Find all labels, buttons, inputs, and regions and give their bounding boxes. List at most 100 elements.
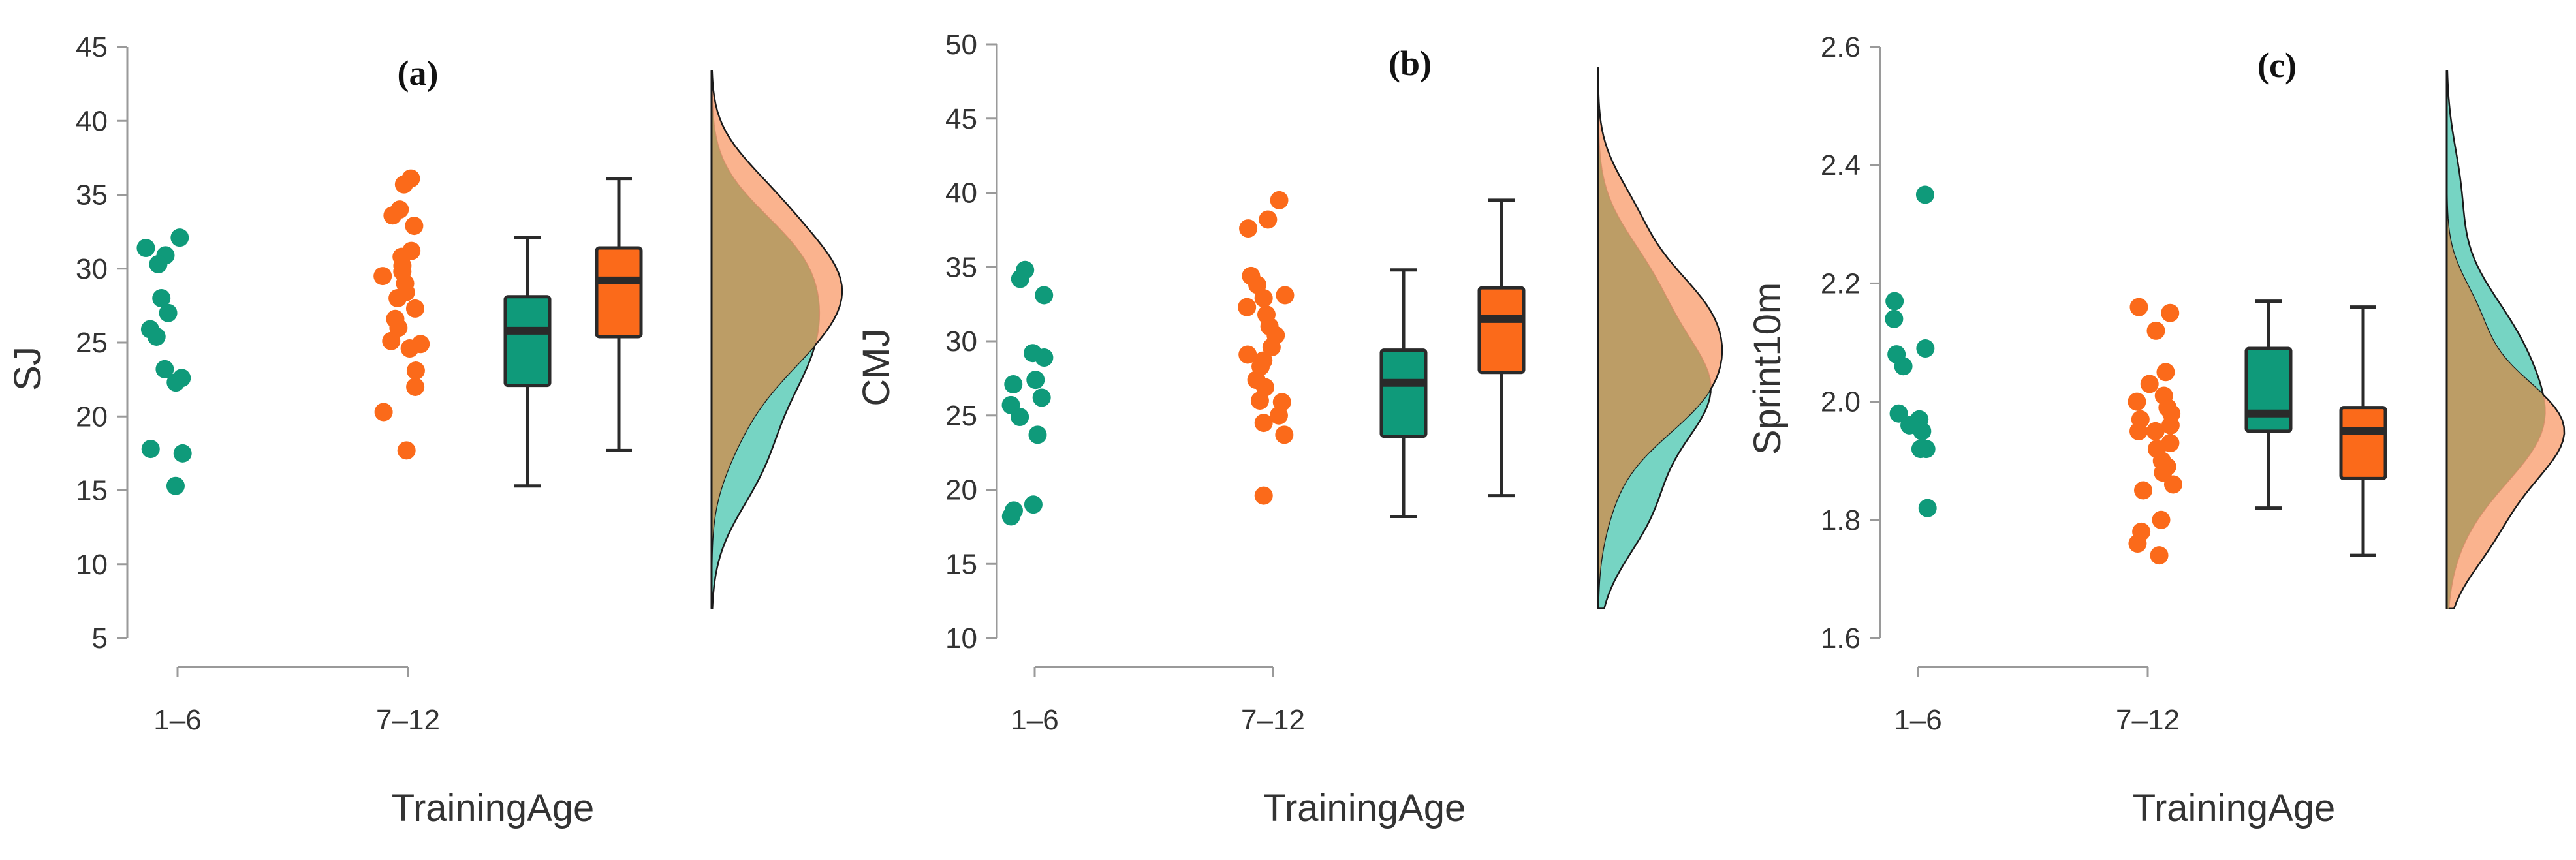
data-point: [1276, 286, 1295, 305]
y-tick-label: 25: [945, 400, 977, 432]
data-point: [1894, 357, 1913, 376]
points-7-12: [373, 169, 430, 460]
data-point: [2156, 363, 2175, 382]
box-iqr: [1379, 348, 1428, 438]
y-tick-label: 2.4: [1821, 149, 1861, 181]
boxplot-1-6: [1379, 268, 1428, 518]
data-point: [1885, 292, 1904, 311]
y-tick-label: 10: [76, 549, 108, 581]
boxplot-7-12: [1477, 198, 1526, 498]
x-tick-label: 7–12: [376, 704, 440, 736]
density-cloud: [1597, 67, 1723, 609]
data-point: [2154, 463, 2173, 482]
data-point: [1918, 499, 1937, 517]
data-point: [2146, 422, 2165, 440]
x-tick-label: 1–6: [153, 704, 201, 736]
data-point: [2129, 422, 2148, 440]
y-tick-label: 15: [945, 548, 977, 580]
data-point: [373, 267, 392, 286]
data-point: [152, 289, 171, 308]
data-point: [1250, 392, 1269, 410]
data-point: [2150, 546, 2169, 565]
y-axis-title: CMJ: [855, 328, 898, 406]
data-point: [166, 476, 185, 495]
points-7-12: [2128, 298, 2182, 565]
y-tick-label: 45: [945, 103, 977, 135]
data-point: [149, 254, 168, 273]
y-tick-label: 30: [76, 253, 108, 285]
data-point: [383, 206, 402, 225]
box-iqr: [2244, 346, 2293, 433]
chart-panel-1: 5 10 15 20 25 30 35 40 45 SJ 1–6 7–12 TrainingAge (a): [7, 31, 843, 829]
points-1-6: [1001, 260, 1054, 526]
points-1-6: [136, 228, 192, 495]
y-tick-label: 20: [945, 474, 977, 506]
x-tick-label: 1–6: [1894, 704, 1941, 736]
data-point: [147, 327, 166, 346]
chart-panel-2: 10 15 20 25 30 35 40 45 50 CMJ 1–6 7–12 TrainingAge (…: [855, 29, 1723, 829]
boxplot-7-12: [595, 177, 643, 452]
y-tick-label: 2.2: [1821, 268, 1861, 299]
data-point: [2128, 392, 2146, 411]
data-point: [1254, 414, 1273, 433]
points-7-12: [1238, 191, 1295, 505]
density-cloud: [2445, 69, 2566, 609]
data-point: [1913, 422, 1932, 440]
y-tick-label: 1.6: [1821, 622, 1861, 654]
data-point: [2128, 534, 2147, 553]
boxplot-1-6: [503, 236, 552, 488]
y-tick-label: 25: [76, 327, 108, 359]
data-point: [1889, 404, 1908, 423]
y-tick-label: 50: [945, 29, 977, 61]
y-tick-label: 40: [945, 177, 977, 209]
y-tick-label: 35: [945, 251, 977, 283]
data-point: [1035, 286, 1054, 305]
data-point: [1011, 269, 1029, 288]
density-overlap: [712, 70, 819, 609]
y-axis-title: SJ: [7, 346, 49, 391]
y-tick-label: 15: [76, 475, 108, 507]
data-point: [159, 303, 178, 322]
y-tick-label: 20: [76, 401, 108, 433]
panel-label: (b): [1389, 44, 1432, 83]
data-point: [1011, 408, 1029, 427]
data-point: [400, 339, 419, 358]
box-iqr: [503, 295, 552, 388]
x-tick-label: 7–12: [2116, 704, 2180, 736]
data-point: [1911, 440, 1930, 459]
box-iqr: [1477, 286, 1526, 375]
data-point: [406, 361, 425, 380]
data-point: [1238, 345, 1257, 364]
density-cloud: [710, 69, 843, 609]
boxplot-7-12: [2339, 305, 2387, 557]
y-tick-label: 5: [92, 622, 108, 654]
y-tick-label: 35: [76, 179, 108, 211]
x-axis-title: TrainingAge: [392, 787, 595, 829]
data-point: [1239, 219, 1258, 238]
data-point: [397, 441, 416, 460]
box-iqr: [595, 246, 643, 339]
data-point: [166, 373, 185, 392]
data-point: [1885, 309, 1904, 328]
panel-label: (a): [398, 54, 439, 93]
data-point: [2146, 321, 2165, 340]
data-point: [1024, 495, 1043, 514]
data-point: [1262, 338, 1281, 357]
data-point: [1269, 406, 1288, 425]
data-point: [2140, 375, 2159, 393]
data-point: [1028, 425, 1047, 444]
data-point: [136, 239, 155, 258]
points-1-6: [1885, 185, 1937, 517]
data-point: [405, 217, 424, 236]
density-overlap: [1598, 68, 1711, 609]
data-point: [2161, 416, 2180, 435]
data-point: [1254, 289, 1273, 308]
data-point: [1238, 298, 1257, 316]
data-point: [170, 228, 189, 247]
data-point: [1001, 507, 1020, 526]
x-tick-label: 1–6: [1011, 704, 1058, 736]
data-point: [173, 444, 192, 463]
data-point: [382, 331, 401, 350]
data-point: [1035, 348, 1054, 367]
